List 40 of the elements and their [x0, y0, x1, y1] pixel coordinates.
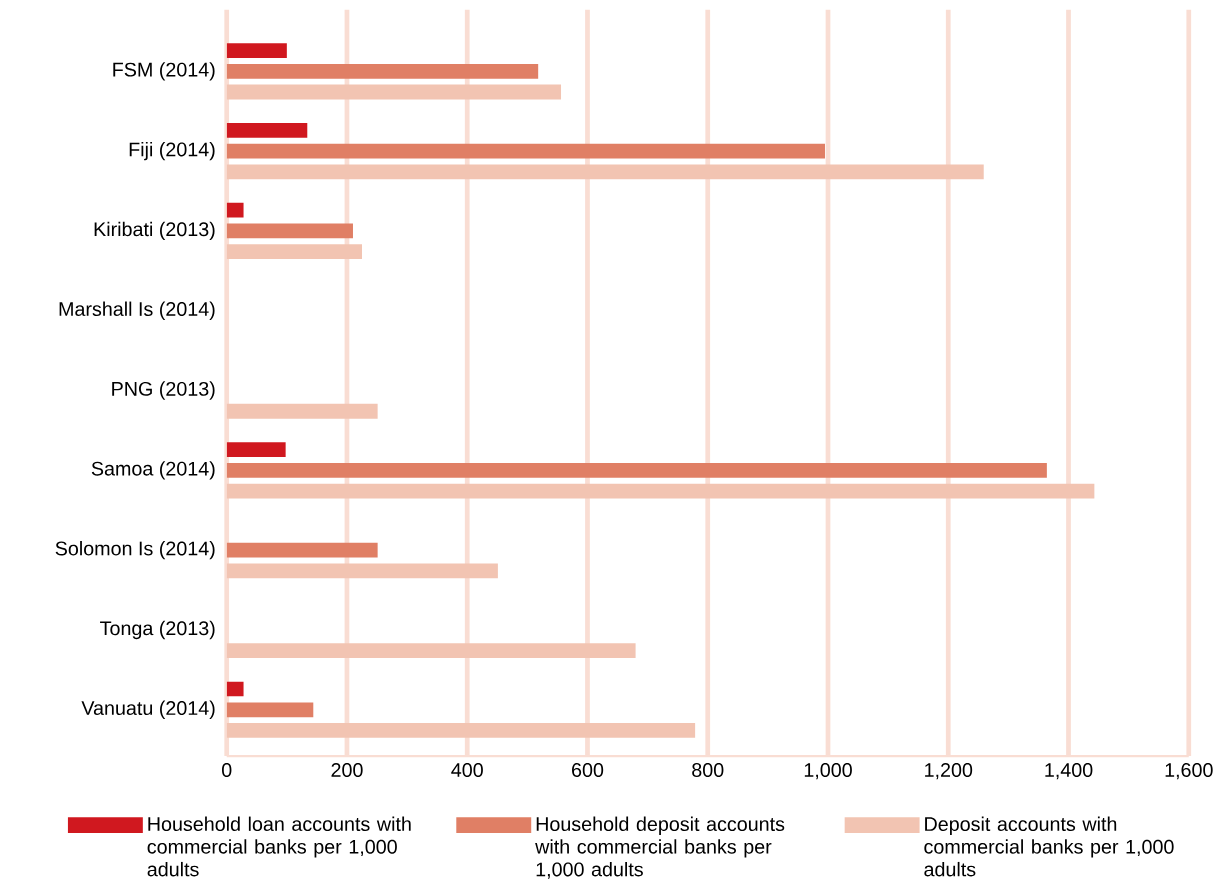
bar: [226, 164, 984, 180]
legend-label: Household loan accounts with commercial banks per 1,000 adults: [147, 816, 411, 877]
bar: [226, 702, 314, 718]
y-tick-label: FSM (2014): [113, 62, 215, 81]
legend-label: Deposit accounts with commercial banks per 1,000 adults: [924, 816, 1174, 877]
bar: [226, 462, 1047, 478]
bar: [226, 442, 286, 458]
y-tick-label: Vanuatu (2014): [81, 700, 215, 719]
bar: [226, 123, 308, 138]
x-tick-label: 400: [451, 763, 483, 777]
bar: [226, 723, 696, 738]
bar: [226, 143, 825, 159]
bar: [226, 84, 562, 100]
bar: [226, 43, 287, 58]
x-tick-label: 1,200: [925, 763, 973, 780]
bar: [226, 681, 244, 697]
x-tick-label: 1,600: [1165, 763, 1213, 780]
x-tick-label: 1,400: [1045, 763, 1093, 780]
y-tick-label: Kiribati (2013): [94, 221, 215, 241]
x-tick-label: 1,000: [804, 763, 852, 780]
bar: [226, 202, 244, 218]
bar: [226, 483, 1095, 499]
y-tick-label: Marshall Is (2014): [59, 301, 215, 320]
y-tick-label: PNG (2013): [112, 381, 215, 400]
x-tick-label: 800: [692, 763, 724, 777]
y-tick-label: Fiji (2014): [129, 141, 215, 161]
x-tick-label: 600: [572, 763, 604, 777]
bar: [226, 63, 539, 79]
legend-label: Household deposit accounts with commercial banks per 1,000 adults: [535, 816, 785, 879]
bar: [226, 223, 353, 239]
bar: [226, 403, 378, 419]
bar: [226, 244, 362, 259]
y-tick-label: Solomon Is (2014): [55, 540, 215, 560]
bar: [226, 542, 378, 558]
x-tick-label: 0: [222, 763, 232, 777]
y-tick-label: Samoa (2014): [91, 461, 215, 480]
bar: [226, 643, 636, 659]
x-tick-label: 200: [331, 763, 363, 777]
y-tick-label: Tonga (2013): [100, 620, 215, 640]
bar: [226, 563, 498, 579]
